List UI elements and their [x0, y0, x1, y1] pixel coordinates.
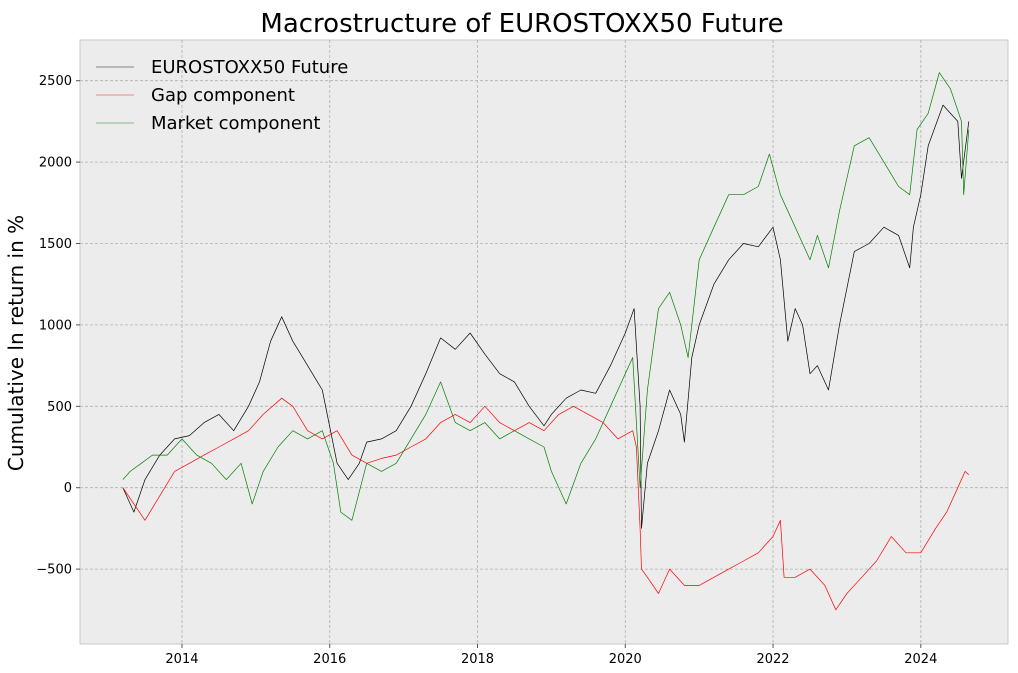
- x-tick-label: 2018: [461, 652, 494, 667]
- y-tick-label: 1000: [39, 318, 72, 333]
- x-tick-label: 2014: [165, 652, 198, 667]
- legend-label: Market component: [151, 113, 320, 134]
- series-lines: [122, 72, 970, 611]
- x-axis-ticks: 2014 2016 2018 2020 2022 2024: [165, 644, 937, 667]
- legend-label: EUROSTOXX50 Future: [151, 57, 348, 78]
- plot-background: [79, 39, 1009, 645]
- y-axis-ticks: −500 0 500 1000 1500 2000 2500: [36, 74, 80, 578]
- y-tick-label: 500: [47, 400, 72, 415]
- y-tick-label: 1500: [39, 237, 72, 252]
- legend-label: Gap component: [151, 85, 295, 106]
- chart-title: Macrostructure of EUROSTOXX50 Future: [260, 9, 783, 39]
- y-axis-label: Cumulative ln return in %: [4, 215, 28, 471]
- grid-lines: [80, 40, 1008, 644]
- y-tick-label: 2000: [39, 156, 72, 171]
- gap-component-line: [122, 397, 970, 611]
- y-tick-label: 2500: [39, 74, 72, 89]
- stoxx-future-line: [122, 104, 970, 529]
- x-tick-label: 2022: [756, 652, 789, 667]
- y-tick-label: −500: [36, 563, 72, 578]
- x-tick-label: 2020: [609, 652, 642, 667]
- x-tick-label: 2016: [313, 652, 346, 667]
- legend: EUROSTOXX50 Future Gap component Market co…: [96, 57, 348, 134]
- y-tick-label: 0: [64, 481, 72, 496]
- x-tick-label: 2024: [904, 652, 937, 667]
- market-component-line: [122, 72, 970, 521]
